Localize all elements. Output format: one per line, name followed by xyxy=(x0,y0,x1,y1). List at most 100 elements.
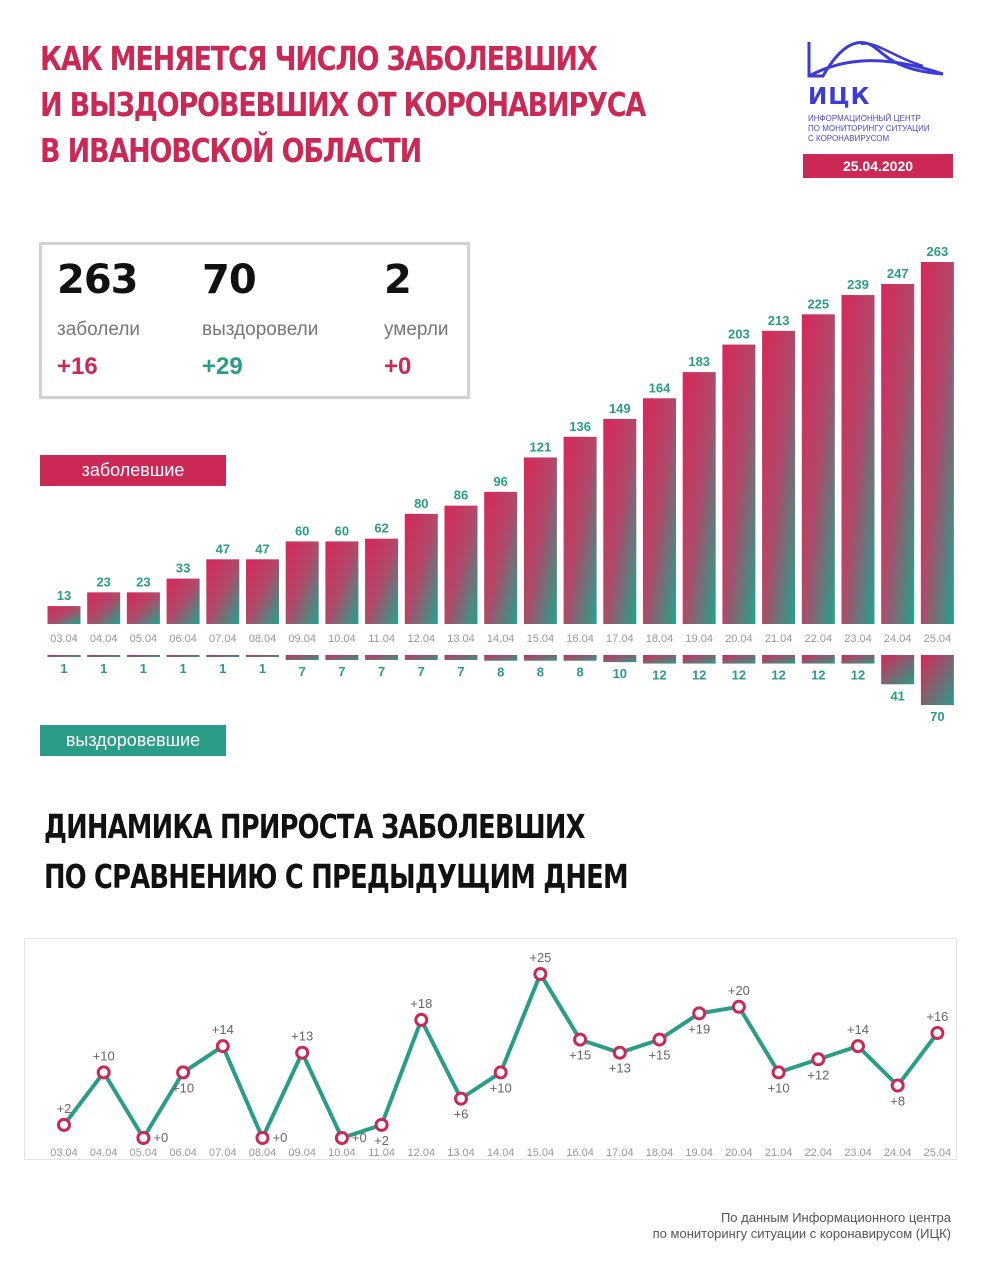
bar-recovered-12.04 xyxy=(404,655,438,660)
bar-sick-label-04.04: 23 xyxy=(96,574,110,589)
growth-label-03.04: +2 xyxy=(57,1101,72,1116)
growth-label-04.04: +10 xyxy=(93,1048,115,1063)
growth-label-07.04: +14 xyxy=(212,1022,234,1037)
bar-sick-09.04 xyxy=(285,541,319,624)
bar-sick-22.04 xyxy=(801,314,835,624)
bar-sick-label-09.04: 60 xyxy=(295,523,309,538)
line-x-tick-20.04: 20.04 xyxy=(725,1147,753,1159)
line-x-tick-10.04: 10.04 xyxy=(328,1147,356,1159)
bar-recovered-label-05.04: 1 xyxy=(140,661,147,676)
growth-label-10.04: +0 xyxy=(352,1130,367,1145)
bar-x-tick-05.04: 05.04 xyxy=(130,633,158,645)
bar-recovered-25.04 xyxy=(920,655,954,705)
bar-sick-15.04 xyxy=(523,457,557,624)
growth-point-10.04 xyxy=(334,1131,349,1145)
subtitle-line-2: ПО СРАВНЕНИЮ С ПРЕДЫДУЩИМ ДНЕМ xyxy=(44,857,629,896)
growth-label-05.04: +0 xyxy=(153,1130,168,1145)
bar-sick-label-10.04: 60 xyxy=(335,523,349,538)
growth-point-13.04 xyxy=(454,1091,468,1106)
growth-point-03.04 xyxy=(57,1117,71,1132)
bar-recovered-06.04 xyxy=(166,655,200,657)
bar-recovered-label-19.04: 12 xyxy=(692,668,706,683)
bar-recovered-label-08.04: 1 xyxy=(259,661,266,676)
bar-sick-label-24.04: 247 xyxy=(887,266,909,281)
bar-sick-label-18.04: 164 xyxy=(649,380,671,395)
bar-x-tick-10.04: 10.04 xyxy=(328,633,356,645)
bar-sick-label-19.04: 183 xyxy=(688,354,710,369)
bar-sick-label-22.04: 225 xyxy=(807,296,829,311)
growth-label-08.04: +0 xyxy=(273,1130,288,1145)
bar-x-tick-19.04: 19.04 xyxy=(685,633,713,645)
bar-sick-14.04 xyxy=(484,491,518,624)
growth-line xyxy=(62,972,939,1140)
growth-label-15.04: +25 xyxy=(529,950,551,965)
bar-recovered-label-23.04: 12 xyxy=(851,668,865,683)
bar-sick-label-23.04: 239 xyxy=(847,277,869,292)
bar-recovered-label-20.04: 12 xyxy=(732,668,746,683)
bar-recovered-label-04.04: 1 xyxy=(100,661,107,676)
growth-point-25.04 xyxy=(930,1026,945,1041)
source-line-2: по мониторингу ситуации с коронавирусом … xyxy=(652,1226,951,1241)
line-x-tick-18.04: 18.04 xyxy=(646,1147,674,1159)
bar-sick-label-15.04: 121 xyxy=(530,439,552,454)
stat-died-delta: +0 xyxy=(384,353,412,380)
bar-chart: 13 03.04 1 23 04.04 1 23 05.04 1 33 06.04 1 47 07.04 1… xyxy=(47,244,954,724)
growth-point-23.04 xyxy=(851,1039,865,1054)
bar-sick-25.04 xyxy=(920,262,954,624)
bar-sick-08.04 xyxy=(246,559,279,624)
line-x-tick-24.04: 24.04 xyxy=(884,1147,912,1159)
bar-recovered-03.04 xyxy=(47,655,81,657)
bar-recovered-17.04 xyxy=(603,655,637,663)
growth-point-17.04 xyxy=(612,1045,627,1060)
bar-x-tick-15.04: 15.04 xyxy=(527,633,555,645)
logo-abbr: ИЦК xyxy=(808,84,871,110)
bar-recovered-07.04 xyxy=(206,655,240,657)
logo-desc-line-3: С КОРОНАВИРУСОМ xyxy=(808,134,890,143)
bar-x-tick-03.04: 03.04 xyxy=(50,633,78,645)
growth-label-23.04: +14 xyxy=(847,1022,869,1037)
bar-x-tick-09.04: 09.04 xyxy=(288,633,316,645)
bar-sick-16.04 xyxy=(563,436,597,624)
bar-recovered-label-15.04: 8 xyxy=(537,665,544,680)
bar-recovered-label-22.04: 12 xyxy=(811,668,825,683)
growth-point-20.04 xyxy=(731,999,746,1014)
bar-recovered-label-10.04: 7 xyxy=(338,664,345,679)
growth-point-09.04 xyxy=(295,1045,310,1060)
stat-sick-value: 263 xyxy=(57,257,138,303)
bar-sick-label-25.04: 263 xyxy=(927,244,949,259)
growth-label-19.04: +19 xyxy=(688,1021,710,1036)
bar-x-tick-18.04: 18.04 xyxy=(646,633,674,645)
bar-sick-23.04 xyxy=(841,295,875,624)
bar-recovered-22.04 xyxy=(801,655,835,664)
bar-x-tick-13.04: 13.04 xyxy=(447,633,475,645)
bar-sick-label-06.04: 33 xyxy=(176,561,190,576)
growth-point-12.04 xyxy=(414,1012,429,1027)
line-x-tick-15.04: 15.04 xyxy=(527,1147,555,1159)
logo-desc-line-1: ИНФОРМАЦИОННЫЙ ЦЕНТР xyxy=(808,114,921,123)
bar-x-tick-16.04: 16.04 xyxy=(566,633,594,645)
growth-point-22.04 xyxy=(811,1052,826,1067)
logo-mountain-icon xyxy=(807,41,944,78)
bar-sick-12.04 xyxy=(404,513,438,624)
bar-sick-10.04 xyxy=(325,541,359,624)
bar-sick-05.04 xyxy=(126,592,160,624)
growth-label-22.04: +12 xyxy=(807,1067,829,1082)
bar-recovered-label-14.04: 8 xyxy=(497,665,504,680)
growth-label-17.04: +13 xyxy=(609,1061,631,1076)
growth-point-04.04 xyxy=(96,1065,111,1080)
growth-label-18.04: +15 xyxy=(648,1048,670,1063)
stat-recovered-label: выздоровели xyxy=(202,319,319,340)
growth-point-18.04 xyxy=(652,1032,667,1047)
bar-sick-label-21.04: 213 xyxy=(768,313,790,328)
bar-x-tick-14.04: 14.04 xyxy=(487,633,515,645)
bar-sick-label-08.04: 47 xyxy=(255,541,269,556)
bar-recovered-13.04 xyxy=(444,655,478,660)
bar-recovered-21.04 xyxy=(762,655,796,664)
line-x-tick-11.04: 11.04 xyxy=(368,1147,395,1159)
bar-sick-07.04 xyxy=(206,559,240,624)
bar-x-tick-07.04: 07.04 xyxy=(209,633,237,645)
growth-point-16.04 xyxy=(573,1032,588,1047)
line-x-tick-13.04: 13.04 xyxy=(447,1147,475,1159)
title-line-1: КАК МЕНЯЕТСЯ ЧИСЛО ЗАБОЛЕВШИХ xyxy=(40,39,598,78)
report-date: 25.04.2020 xyxy=(803,154,953,178)
